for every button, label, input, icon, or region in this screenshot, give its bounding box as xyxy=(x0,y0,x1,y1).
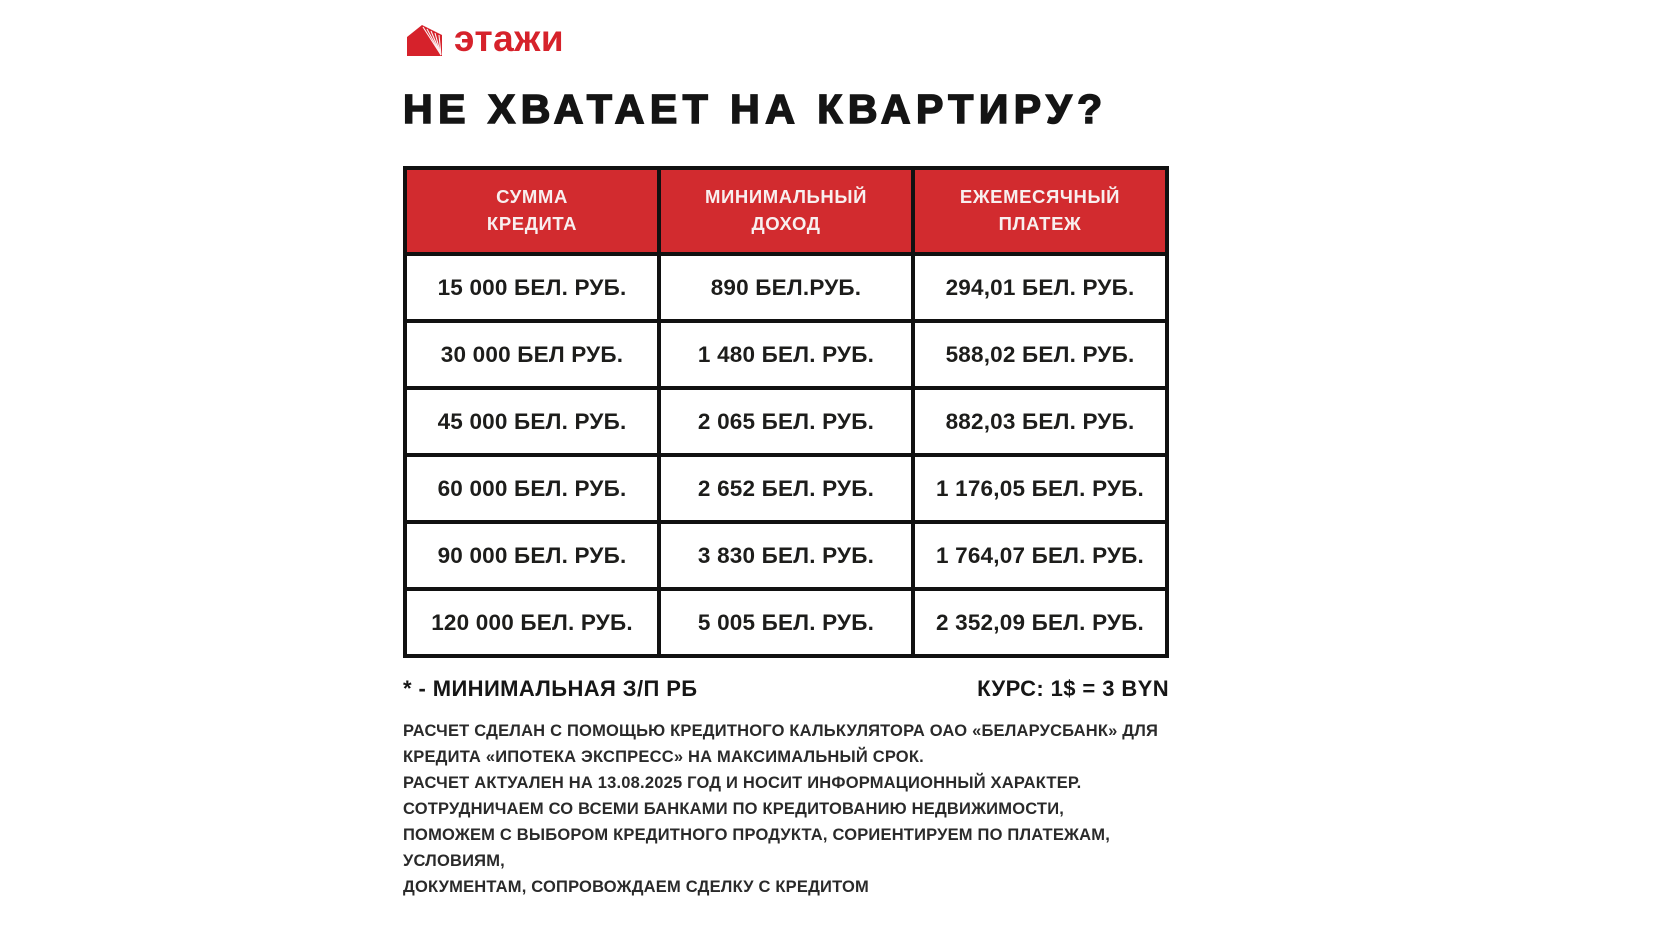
column-header-line: МИНИМАЛЬНЫЙ xyxy=(704,186,867,208)
cell-monthly-payment: 1 176,05 БЕЛ. РУБ. xyxy=(911,453,1169,524)
table-row: 90 000 БЕЛ. РУБ. 3 830 БЕЛ. РУБ. 1 764,0… xyxy=(403,520,1169,591)
footnote-row: * - МИНИМАЛЬНАЯ З/П РБ КУРС: 1$ = 3 BYN xyxy=(403,676,1169,702)
brand-name: этажи xyxy=(454,18,565,59)
disclaimer-line: ДОКУМЕНТАМ, СОПРОВОЖДАЕМ СДЕЛКУ С КРЕДИТ… xyxy=(403,878,869,897)
cell-monthly-payment: 588,02 БЕЛ. РУБ. xyxy=(911,319,1169,390)
column-header-min-income: МИНИМАЛЬНЫЙ ДОХОД xyxy=(657,166,915,256)
cell-min-income: 5 005 БЕЛ. РУБ. xyxy=(657,587,915,658)
cell-credit-sum: 15 000 БЕЛ. РУБ. xyxy=(403,252,661,323)
cell-min-income: 890 БЕЛ.РУБ. xyxy=(657,252,915,323)
column-header-line: ДОХОД xyxy=(751,213,821,234)
table-row: 120 000 БЕЛ. РУБ. 5 005 БЕЛ. РУБ. 2 352,… xyxy=(403,587,1169,658)
footnote-min-salary: * - МИНИМАЛЬНАЯ З/П РБ xyxy=(403,676,698,701)
brand-logo: этажи xyxy=(405,20,564,61)
table-row: 45 000 БЕЛ. РУБ. 2 065 БЕЛ. РУБ. 882,03 … xyxy=(403,386,1169,457)
column-header-line: КРЕДИТА xyxy=(486,213,578,234)
cell-monthly-payment: 882,03 БЕЛ. РУБ. xyxy=(911,386,1169,457)
cell-monthly-payment: 294,01 БЕЛ. РУБ. xyxy=(911,252,1169,323)
cell-min-income: 3 830 БЕЛ. РУБ. xyxy=(657,520,915,591)
disclaimer-line: УСЛОВИЯМ, xyxy=(403,852,505,871)
disclaimer-line: ПОМОЖЕМ С ВЫБОРОМ КРЕДИТНОГО ПРОДУКТА, С… xyxy=(403,826,1110,845)
disclaimer-line: СОТРУДНИЧАЕМ СО ВСЕМИ БАНКАМИ ПО КРЕДИТО… xyxy=(403,800,1065,819)
disclaimer-line: РАСЧЕТ АКТУАЛЕН НА 13.08.2025 ГОД И НОСИ… xyxy=(403,774,1082,793)
cell-credit-sum: 90 000 БЕЛ. РУБ. xyxy=(403,520,661,591)
table-row: 15 000 БЕЛ. РУБ. 890 БЕЛ.РУБ. 294,01 БЕЛ… xyxy=(403,252,1169,323)
poster: этажи НЕ ХВАТАЕТ НА КВАРТИРУ? СУММА КРЕД… xyxy=(402,0,1169,943)
cell-monthly-payment: 1 764,07 БЕЛ. РУБ. xyxy=(911,520,1169,591)
house-icon xyxy=(407,24,442,56)
cell-monthly-payment: 2 352,09 БЕЛ. РУБ. xyxy=(911,587,1169,658)
column-header-credit-sum: СУММА КРЕДИТА xyxy=(403,166,661,256)
page-title: НЕ ХВАТАЕТ НА КВАРТИРУ? xyxy=(402,85,1108,133)
column-header-line: ПЛАТЕЖ xyxy=(998,213,1082,234)
cell-credit-sum: 45 000 БЕЛ. РУБ. xyxy=(403,386,661,457)
cell-min-income: 2 065 БЕЛ. РУБ. xyxy=(657,386,915,457)
cell-credit-sum: 60 000 БЕЛ. РУБ. xyxy=(403,453,661,524)
column-header-line: ЕЖЕМЕСЯЧНЫЙ xyxy=(959,186,1121,208)
column-header-line: СУММА xyxy=(496,186,568,208)
disclaimer-line: КРЕДИТА «ИПОТЕКА ЭКСПРЕСС» НА МАКСИМАЛЬН… xyxy=(403,748,924,767)
disclaimer-text: РАСЧЕТ СДЕЛАН С ПОМОЩЬЮ КРЕДИТНОГО КАЛЬК… xyxy=(403,718,1169,900)
footnote-exchange-rate: КУРС: 1$ = 3 BYN xyxy=(977,676,1169,701)
credit-table: СУММА КРЕДИТА МИНИМАЛЬНЫЙ ДОХОД ЕЖЕМЕСЯЧ… xyxy=(403,166,1169,658)
table-row: 30 000 БЕЛ РУБ. 1 480 БЕЛ. РУБ. 588,02 Б… xyxy=(403,319,1169,390)
table-row: 60 000 БЕЛ. РУБ. 2 652 БЕЛ. РУБ. 1 176,0… xyxy=(403,453,1169,524)
table-header-row: СУММА КРЕДИТА МИНИМАЛЬНЫЙ ДОХОД ЕЖЕМЕСЯЧ… xyxy=(403,166,1169,256)
cell-credit-sum: 30 000 БЕЛ РУБ. xyxy=(403,319,661,390)
cell-credit-sum: 120 000 БЕЛ. РУБ. xyxy=(403,587,661,658)
column-header-monthly-payment: ЕЖЕМЕСЯЧНЫЙ ПЛАТЕЖ xyxy=(911,166,1169,256)
disclaimer-line: РАСЧЕТ СДЕЛАН С ПОМОЩЬЮ КРЕДИТНОГО КАЛЬК… xyxy=(403,722,1159,740)
cell-min-income: 1 480 БЕЛ. РУБ. xyxy=(657,319,915,390)
cell-min-income: 2 652 БЕЛ. РУБ. xyxy=(657,453,915,524)
